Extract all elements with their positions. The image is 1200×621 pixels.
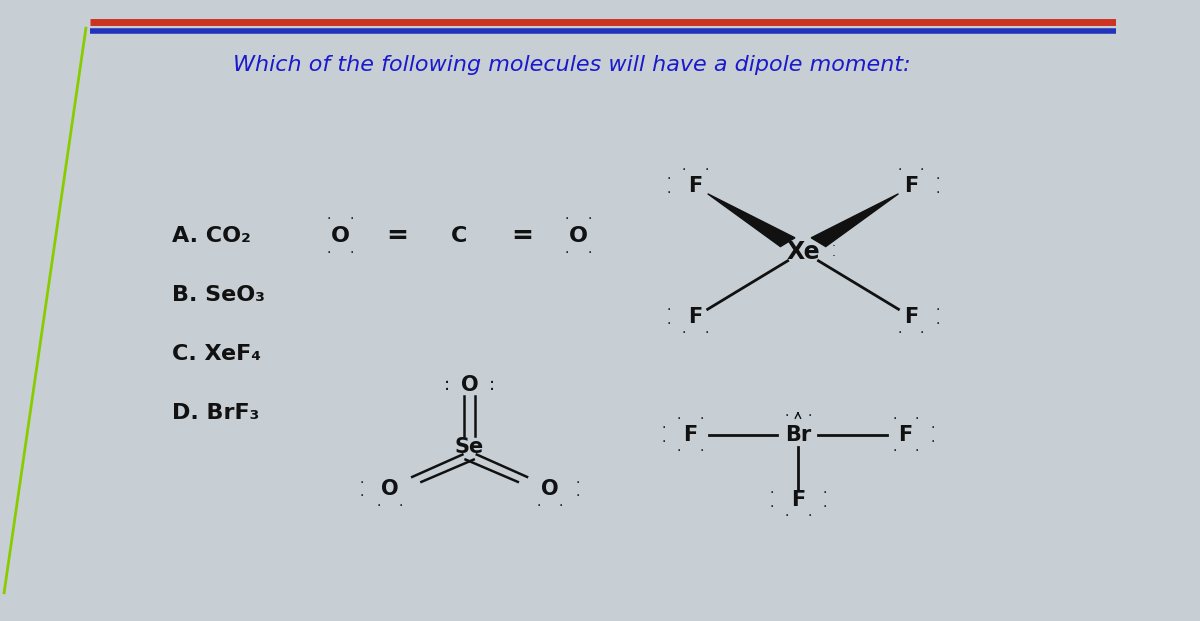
- Text: ·: ·: [700, 412, 703, 425]
- Text: B. SeO₃: B. SeO₃: [172, 285, 265, 305]
- Text: ·: ·: [935, 303, 940, 317]
- Text: ·: ·: [898, 163, 901, 177]
- Text: ·: ·: [898, 326, 901, 340]
- Text: ·: ·: [666, 186, 671, 200]
- Text: ·: ·: [791, 250, 794, 263]
- Text: ·: ·: [914, 444, 919, 458]
- Text: ·: ·: [785, 409, 788, 423]
- Text: ·: ·: [791, 240, 794, 253]
- Text: Which of the following molecules will have a dipole moment:: Which of the following molecules will ha…: [234, 55, 911, 75]
- Text: ·: ·: [930, 421, 935, 435]
- Text: ·: ·: [536, 499, 540, 513]
- Text: ·: ·: [666, 317, 671, 330]
- Text: ·: ·: [666, 303, 671, 317]
- Text: F: F: [899, 425, 913, 445]
- Text: A. CO₂: A. CO₂: [172, 226, 251, 246]
- Text: ·: ·: [920, 326, 924, 340]
- Text: ·: ·: [559, 499, 563, 513]
- Text: Se: Se: [455, 437, 485, 457]
- Text: ·: ·: [832, 240, 836, 253]
- Text: ·: ·: [935, 317, 940, 330]
- Text: F: F: [689, 307, 702, 327]
- Text: ·: ·: [704, 326, 709, 340]
- Text: ·: ·: [349, 212, 354, 225]
- Text: ·: ·: [822, 486, 827, 500]
- Text: C: C: [451, 226, 468, 246]
- Text: ·: ·: [808, 509, 811, 523]
- Text: Br: Br: [785, 425, 811, 445]
- Text: ·: ·: [769, 500, 774, 514]
- Text: O: O: [461, 375, 479, 395]
- Text: F: F: [689, 176, 702, 196]
- Text: ·: ·: [935, 173, 940, 186]
- Text: ·: ·: [930, 435, 935, 448]
- Text: ·: ·: [769, 486, 774, 500]
- Text: ·: ·: [349, 247, 354, 260]
- Text: :: :: [490, 376, 496, 394]
- Polygon shape: [708, 194, 794, 247]
- Text: ·: ·: [682, 163, 686, 177]
- Text: ·: ·: [677, 444, 682, 458]
- Text: ·: ·: [700, 444, 703, 458]
- Text: ·: ·: [682, 326, 686, 340]
- Text: F: F: [904, 176, 918, 196]
- Text: F: F: [791, 490, 805, 510]
- Text: ·: ·: [565, 212, 569, 225]
- Text: Xe: Xe: [786, 240, 820, 263]
- Text: O: O: [380, 479, 398, 499]
- Text: D. BrF₃: D. BrF₃: [172, 403, 259, 423]
- Text: ·: ·: [661, 435, 666, 448]
- Text: ·: ·: [575, 489, 580, 503]
- Text: F: F: [683, 425, 697, 445]
- Text: ·: ·: [914, 412, 919, 425]
- Text: :: :: [444, 376, 450, 394]
- Text: ·: ·: [588, 212, 592, 225]
- Text: ·: ·: [360, 476, 364, 489]
- Text: ·: ·: [935, 186, 940, 200]
- Text: C. XeF₄: C. XeF₄: [172, 344, 262, 364]
- Text: O: O: [569, 226, 588, 246]
- Polygon shape: [811, 194, 899, 247]
- Text: ·: ·: [360, 489, 364, 503]
- Text: ·: ·: [808, 409, 811, 423]
- Text: ·: ·: [666, 173, 671, 186]
- Text: ·: ·: [832, 250, 836, 263]
- Text: ·: ·: [785, 509, 788, 523]
- Text: O: O: [541, 479, 558, 499]
- Text: ·: ·: [376, 499, 380, 513]
- Text: ·: ·: [661, 421, 666, 435]
- Text: ·: ·: [892, 444, 896, 458]
- Text: ·: ·: [326, 247, 331, 260]
- Text: ·: ·: [565, 247, 569, 260]
- Text: ·: ·: [588, 247, 592, 260]
- Text: O: O: [331, 226, 350, 246]
- Text: ·: ·: [677, 412, 682, 425]
- Text: ·: ·: [398, 499, 403, 513]
- Text: =: =: [386, 223, 408, 249]
- Text: ·: ·: [326, 212, 331, 225]
- Text: =: =: [511, 223, 533, 249]
- Text: ·: ·: [892, 412, 896, 425]
- Text: ·: ·: [822, 500, 827, 514]
- Text: ·: ·: [704, 163, 709, 177]
- Text: ·: ·: [575, 476, 580, 489]
- Text: ·: ·: [920, 163, 924, 177]
- Text: F: F: [904, 307, 918, 327]
